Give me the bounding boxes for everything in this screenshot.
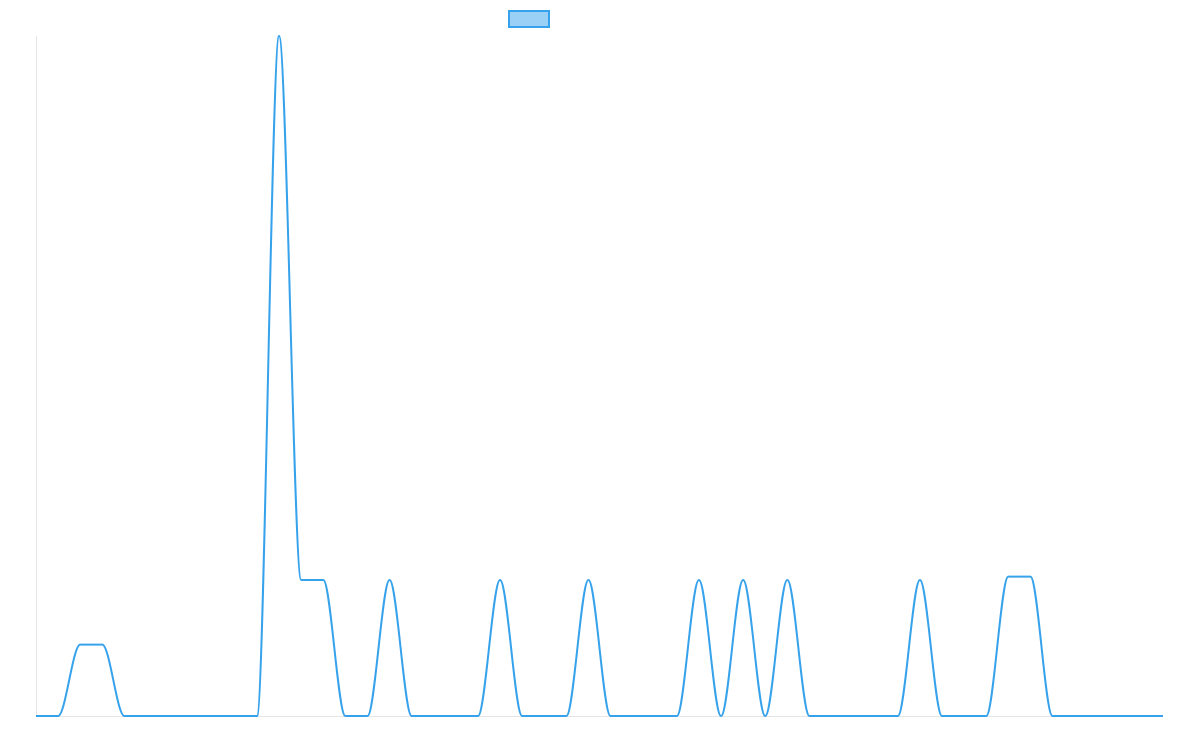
series-line	[36, 34, 1163, 718]
legend-swatch[interactable]	[508, 10, 550, 28]
